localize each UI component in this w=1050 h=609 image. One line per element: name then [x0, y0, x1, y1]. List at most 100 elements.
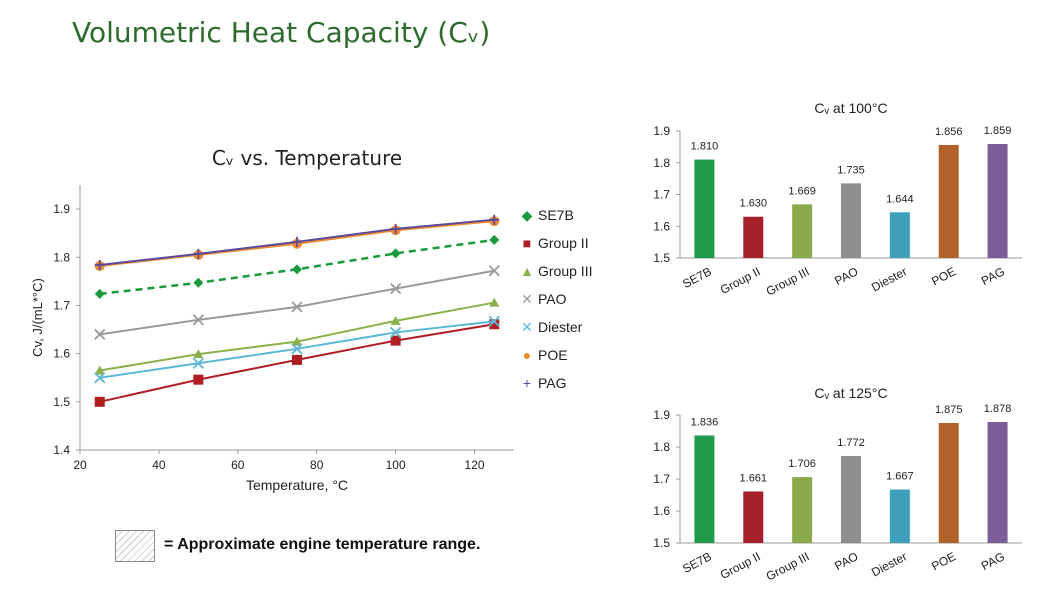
bar-value-label: 1.735	[837, 164, 865, 176]
y-tick-label: 1.7	[53, 298, 70, 312]
x-tick-label: 120	[465, 458, 485, 472]
data-point-pag	[193, 248, 204, 259]
bar-poe	[938, 144, 959, 258]
x-category-label: POE	[929, 549, 958, 573]
data-point-diester	[192, 357, 205, 369]
y-tick-label: 1.7	[653, 472, 670, 486]
bar-value-label: 1.630	[740, 198, 768, 210]
bar-chart-title: Cᵥ at 100°C	[814, 100, 887, 116]
legend-label: SE7B	[538, 207, 574, 223]
bar-diester	[889, 212, 910, 258]
bar-value-label: 1.878	[984, 403, 1012, 415]
data-point-group-ii	[489, 319, 500, 330]
bar-chart-title: Cᵥ at 125°C	[814, 385, 887, 401]
data-point-group-iii	[193, 349, 204, 359]
bar-value-label: 1.772	[837, 437, 865, 449]
bar-value-label: 1.875	[935, 404, 963, 416]
bar-poe	[938, 423, 959, 543]
data-point-diester	[291, 343, 303, 355]
data-point-pag	[489, 214, 500, 225]
x-tick-label: 100	[386, 458, 406, 472]
legend-label: PAO	[538, 291, 567, 307]
legend-label: Group III	[538, 263, 592, 279]
y-tick-label: 1.8	[653, 440, 670, 454]
x-axis-label: Temperature, °C	[246, 477, 348, 493]
data-point-pao	[488, 265, 500, 277]
data-point-diester	[389, 326, 402, 339]
bar-group-ii	[743, 491, 764, 543]
data-point-group-iii	[390, 315, 401, 325]
bar-group-ii	[743, 216, 764, 258]
bar-value-label: 1.706	[788, 458, 816, 470]
x-category-label: PAG	[979, 549, 1007, 573]
bar-value-label: 1.856	[935, 126, 963, 138]
x-tick-label: 80	[310, 458, 324, 472]
data-point-group-iii	[292, 336, 302, 346]
bar-value-label: 1.810	[691, 141, 719, 153]
data-point-se7b	[390, 248, 401, 259]
x-tick-label: 60	[231, 458, 245, 472]
bar-se7b	[694, 159, 715, 258]
legend-marker: ●	[523, 347, 531, 363]
y-tick-label: 1.7	[653, 188, 670, 202]
bar-value-label: 1.644	[886, 193, 914, 205]
data-point-pao	[94, 328, 106, 341]
x-category-label: PAO	[832, 549, 860, 573]
legend-label: Group II	[538, 235, 589, 251]
y-tick-label: 1.6	[653, 504, 670, 518]
x-category-label: Group II	[718, 549, 763, 582]
data-point-pao	[389, 282, 402, 295]
data-point-group-ii	[94, 396, 105, 407]
bar-value-label: 1.661	[740, 472, 768, 484]
legend-label: Diester	[538, 319, 583, 335]
data-point-pag	[94, 259, 105, 270]
bar-diester	[889, 489, 910, 543]
line-chart-title: Cᵥ vs. Temperature	[212, 146, 402, 170]
data-point-group-iii	[489, 297, 500, 307]
legend-marker: +	[523, 375, 531, 391]
bar-pag	[987, 144, 1008, 258]
data-point-diester	[94, 372, 106, 384]
y-tick-label: 1.4	[53, 443, 70, 457]
legend-label: PAG	[538, 375, 567, 391]
bar-pag	[987, 422, 1008, 543]
y-tick-label: 1.9	[53, 202, 70, 216]
bar-se7b	[694, 435, 715, 543]
temperature-range-note: = Approximate engine temperature range.	[164, 536, 481, 553]
data-point-se7b	[193, 277, 204, 288]
y-tick-label: 1.6	[653, 219, 670, 233]
data-point-pag	[292, 236, 302, 247]
legend-marker: ◆	[522, 207, 533, 223]
bar-group-iii	[792, 477, 813, 543]
data-point-group-ii	[193, 374, 204, 385]
bar-pao	[841, 183, 861, 258]
bar-value-label: 1.669	[788, 185, 816, 197]
y-tick-label: 1.9	[653, 408, 670, 422]
legend-marker: ✕	[521, 291, 533, 307]
legend-marker: ▲	[520, 263, 534, 279]
data-point-se7b	[94, 288, 105, 299]
x-tick-label: 20	[73, 458, 87, 472]
legend-label: POE	[538, 347, 568, 363]
temperature-range-swatch	[115, 530, 155, 562]
x-category-label: Diester	[869, 549, 909, 579]
data-point-group-ii	[292, 354, 302, 365]
bar-group-iii	[792, 204, 813, 258]
data-point-diester	[488, 315, 500, 327]
data-point-pao	[291, 301, 303, 313]
page-title: Volumetric Heat Capacity (Cᵥ)	[72, 16, 491, 49]
legend-marker: ✕	[521, 319, 533, 335]
bar-pao	[841, 455, 861, 543]
y-tick-label: 1.5	[53, 395, 70, 409]
y-tick-label: 1.5	[653, 251, 670, 265]
y-tick-label: 1.6	[53, 347, 70, 361]
y-tick-label: 1.8	[53, 250, 70, 264]
x-category-label: SE7B	[680, 549, 714, 576]
y-tick-label: 1.5	[653, 536, 670, 550]
data-point-se7b	[489, 234, 500, 245]
y-axis-label: Cv, J/(mL*°C)	[30, 278, 45, 357]
y-tick-label: 1.9	[653, 124, 670, 138]
